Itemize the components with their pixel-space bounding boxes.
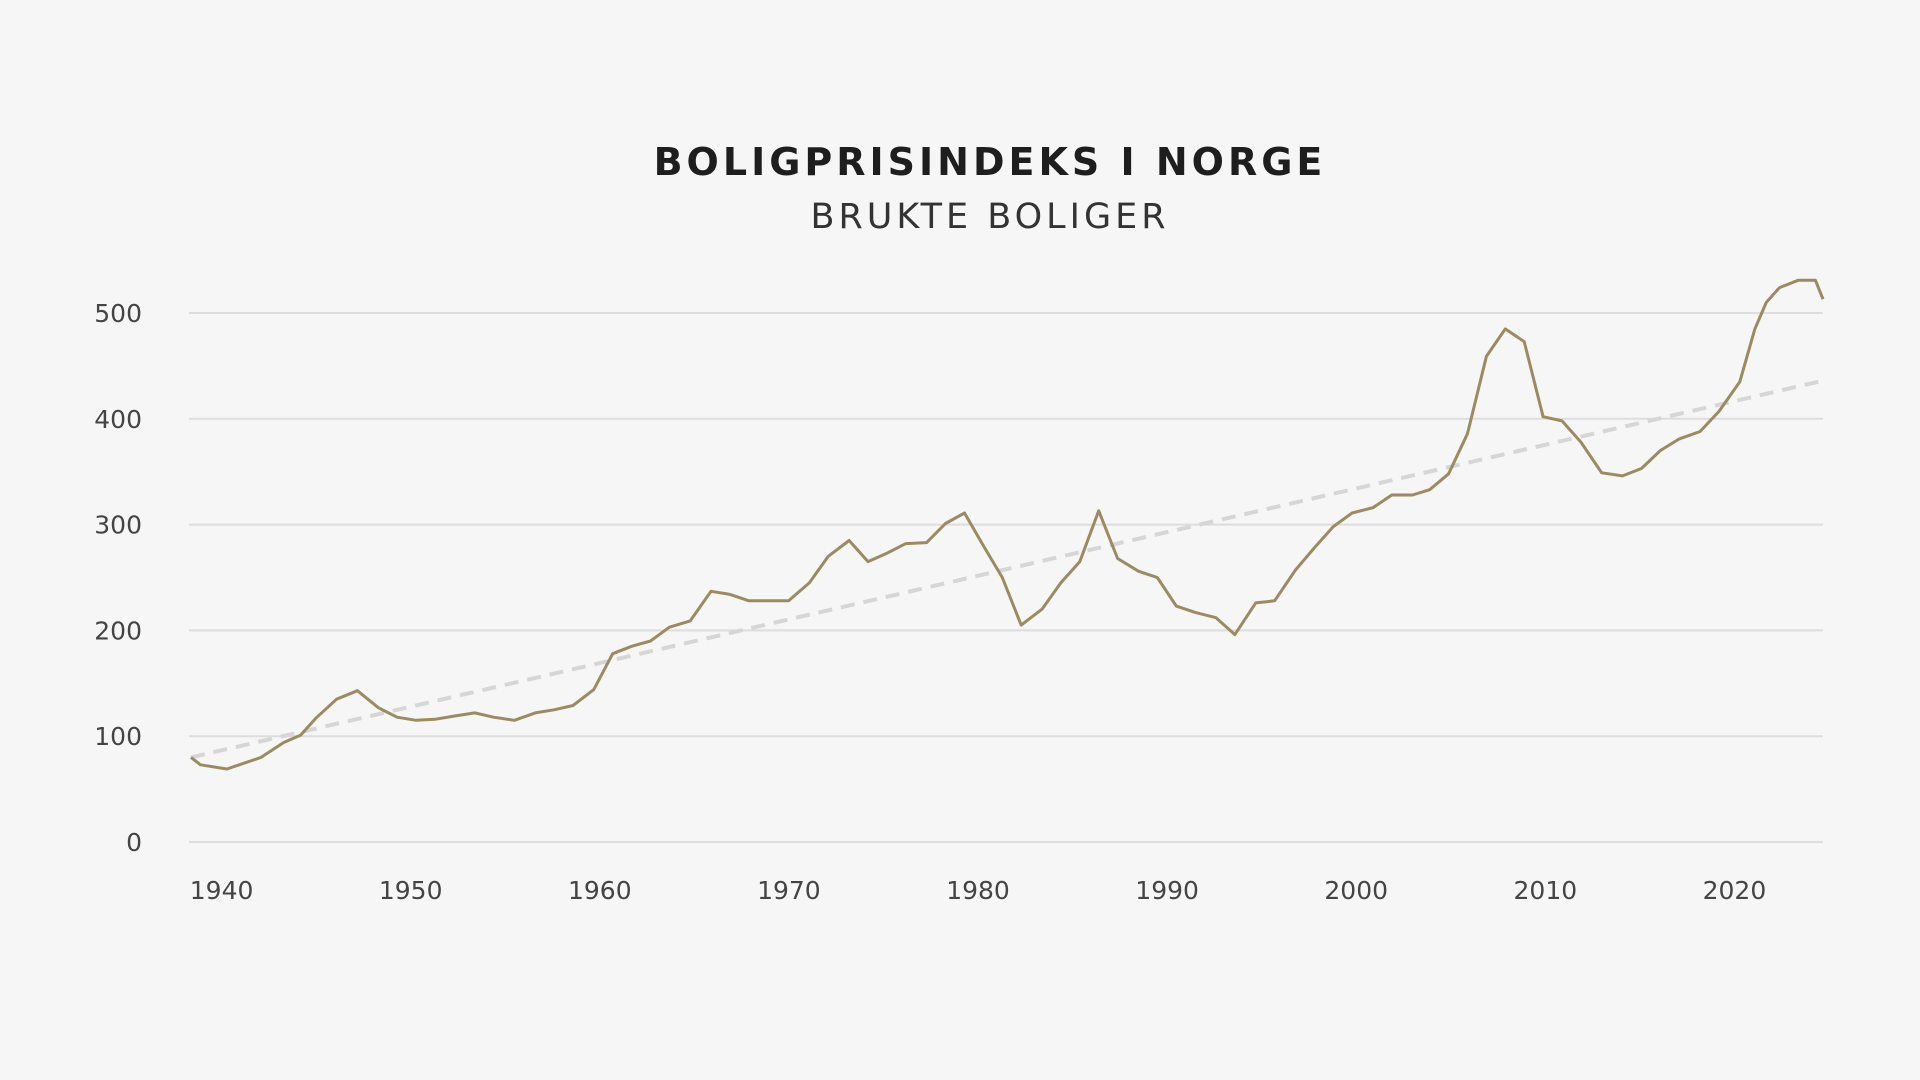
chart-subtitle: BRUKTE BOLIGER bbox=[810, 197, 1169, 237]
x-tick-label-2020: 2020 bbox=[1703, 876, 1767, 905]
x-axis-ticks: 1940 1950 1960 1970 1980 1990 2000 2010 2020 bbox=[190, 876, 1766, 905]
x-tick-label-1980: 1980 bbox=[946, 876, 1010, 905]
x-tick-label-2000: 2000 bbox=[1324, 876, 1388, 905]
x-tick-label-1970: 1970 bbox=[757, 876, 821, 905]
y-tick-label-200: 200 bbox=[94, 616, 142, 645]
x-tick-label-1940: 1940 bbox=[190, 876, 254, 905]
y-tick-label-0: 0 bbox=[126, 828, 142, 857]
y-tick-label-300: 300 bbox=[94, 511, 142, 540]
x-tick-label-1990: 1990 bbox=[1135, 876, 1199, 905]
y-tick-label-100: 100 bbox=[94, 722, 142, 751]
y-tick-label-400: 400 bbox=[94, 405, 142, 434]
x-tick-label-1960: 1960 bbox=[568, 876, 632, 905]
y-tick-label-500: 500 bbox=[94, 299, 142, 328]
y-axis-ticks: 0 100 200 300 400 500 bbox=[94, 299, 142, 857]
x-tick-label-1950: 1950 bbox=[379, 876, 443, 905]
grid-lines bbox=[189, 312, 1823, 843]
trend-line bbox=[190, 378, 1824, 760]
chart-title: BOLIGPRISINDEKS I NORGE bbox=[654, 140, 1327, 184]
price-index-line bbox=[190, 278, 1825, 771]
series-layer bbox=[190, 278, 1825, 771]
x-tick-label-2010: 2010 bbox=[1514, 876, 1578, 905]
